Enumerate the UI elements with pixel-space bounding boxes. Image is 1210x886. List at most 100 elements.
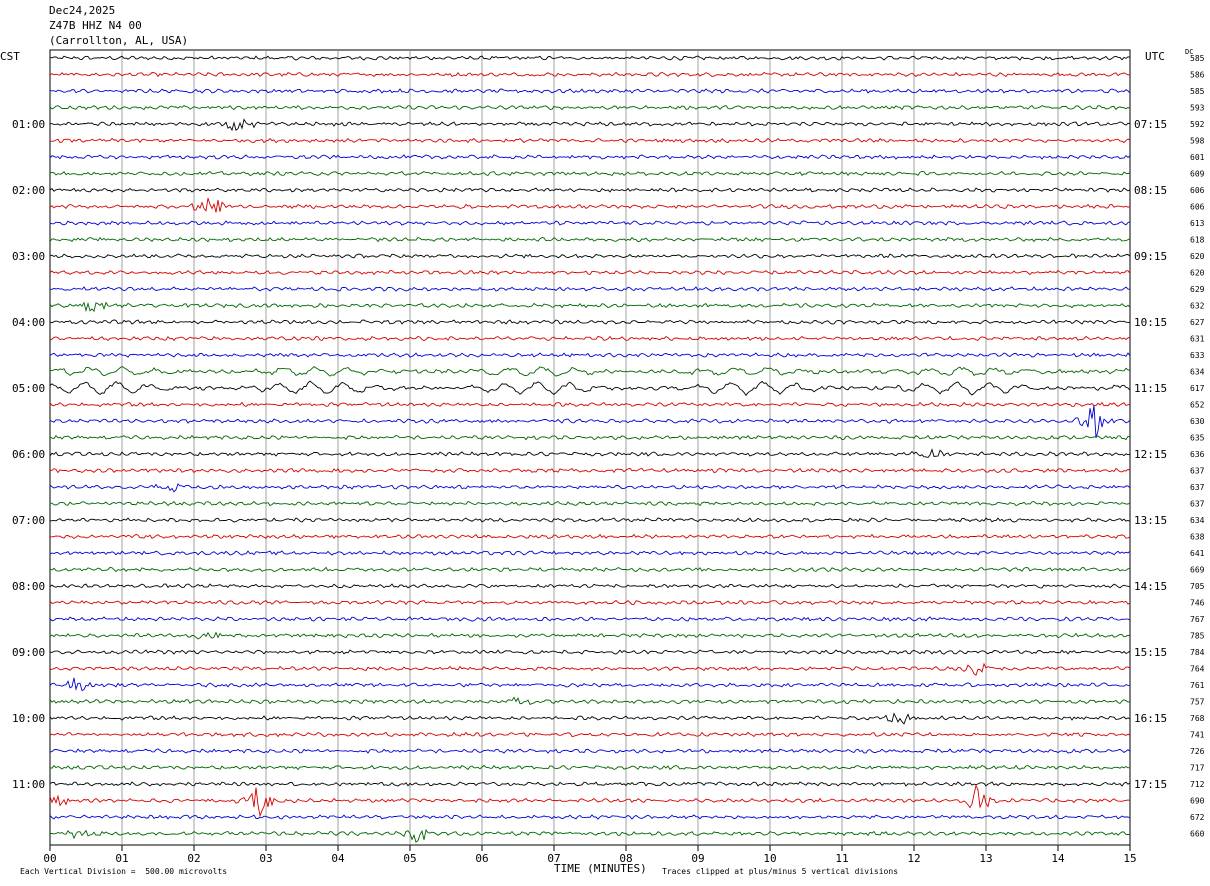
seismic-trace [49,319,1131,325]
seismic-trace [49,365,1131,377]
dc-offset-label: 638 [1190,533,1205,542]
seismic-trace [49,662,1131,676]
dc-offset-label: 606 [1190,186,1205,195]
left-hour-label: 06:00 [12,448,45,461]
seismic-trace [49,104,1131,111]
dc-offset-label: 592 [1190,120,1205,129]
left-hour-label: 02:00 [12,184,45,197]
dc-offset-label: 757 [1190,698,1205,707]
seismic-trace [50,118,1131,132]
location-label: (Carrollton, AL, USA) [49,34,189,47]
dc-offset-label: 632 [1190,302,1205,311]
dc-offset-label: 641 [1190,549,1205,558]
seismic-trace [49,550,1131,556]
seismic-trace [49,566,1131,573]
seismic-trace [49,631,1131,640]
x-tick-label: 03 [259,852,272,865]
seismic-trace [49,599,1131,606]
seismic-trace [49,335,1131,342]
left-hour-label: 09:00 [12,646,45,659]
dc-offset-label: 690 [1190,797,1205,806]
dc-offset-label: 585 [1190,54,1205,63]
clipping-note: Traces clipped at plus/minus 5 vertical … [662,867,899,876]
dc-offset-label: 620 [1190,269,1205,278]
x-tick-label: 15 [1123,852,1136,865]
seismic-trace [49,784,1131,818]
left-hour-label: 11:00 [12,778,45,791]
seismic-trace [49,269,1131,276]
left-hour-label: 07:00 [12,514,45,527]
left-hour-label: 01:00 [12,118,45,131]
left-hour-label: 05:00 [12,382,45,395]
dc-offset-label: 586 [1190,71,1205,80]
dc-offset-label: 613 [1190,219,1205,228]
seismic-trace [49,448,1131,459]
right-hour-label: 07:15 [1134,118,1167,131]
dc-offset-label: 617 [1190,384,1205,393]
seismic-trace [49,187,1131,193]
plot-frame [49,49,1131,846]
seismic-trace [49,677,1131,692]
dc-offset-label: 634 [1190,368,1205,377]
dc-offset-label: 669 [1190,566,1205,575]
dc-offset-label: 767 [1190,615,1205,624]
dc-offset-label: 764 [1190,665,1205,674]
x-tick-label: 11 [835,852,848,865]
seismic-trace [49,814,1131,820]
seismic-trace [49,170,1131,177]
dc-offset-label: 598 [1190,137,1205,146]
dc-offset-label: 785 [1190,632,1205,641]
seismic-trace [49,748,1131,754]
seismic-trace [49,828,1131,843]
x-tick-label: 07 [547,852,560,865]
seismic-trace [49,405,1131,439]
seismic-trace [49,434,1131,441]
right-hour-label: 10:15 [1134,316,1167,329]
dc-offset-label: 606 [1190,203,1205,212]
dc-offset-label: 620 [1190,252,1205,261]
dc-offset-label: 637 [1190,500,1205,509]
dc-offset-label: 726 [1190,747,1205,756]
seismic-trace [49,88,1131,94]
seismic-trace [49,500,1131,507]
dc-offset-label: 637 [1190,483,1205,492]
dc-offset-label: 652 [1190,401,1205,410]
dc-offset-label: 712 [1190,780,1205,789]
seismic-trace [49,380,1131,397]
seismic-trace [49,781,1131,787]
right-hour-label: 14:15 [1134,580,1167,593]
seismic-trace [49,731,1131,738]
dc-offset-label: 637 [1190,467,1205,476]
x-tick-label: 08 [619,852,632,865]
right-hour-label: 11:15 [1134,382,1167,395]
dc-offset-label: 601 [1190,153,1205,162]
dc-column-label: DC [1185,48,1194,56]
seismic-trace [49,583,1131,589]
right-hour-label: 08:15 [1134,184,1167,197]
seismic-trace [49,253,1131,259]
dc-offset-label: 741 [1190,731,1205,740]
seismic-trace [49,401,1131,408]
left-hour-label: 03:00 [12,250,45,263]
dc-offset-label: 633 [1190,351,1205,360]
dc-offset-label: 629 [1190,285,1205,294]
dc-offset-label: 635 [1190,434,1205,443]
dc-offset-label: 705 [1190,582,1205,591]
seismic-trace [49,301,1131,313]
dc-offset-label: 618 [1190,236,1205,245]
dc-offset-label: 609 [1190,170,1205,179]
x-tick-label: 13 [979,852,992,865]
x-tick-label: 01 [115,852,128,865]
right-hour-label: 16:15 [1134,712,1167,725]
x-tick-label: 14 [1051,852,1065,865]
station-label: Z47B HHZ N4 00 [49,19,142,32]
seismic-trace [49,483,1131,493]
vertical-division-note: Each Vertical Division = 500.00 microvol… [20,867,228,876]
dc-offset-label: 717 [1190,764,1205,773]
x-tick-label: 09 [691,852,704,865]
seismic-trace [49,649,1131,655]
x-axis-title: TIME (MINUTES) [554,862,647,875]
seismic-trace [49,696,1131,705]
seismic-trace [49,236,1131,243]
